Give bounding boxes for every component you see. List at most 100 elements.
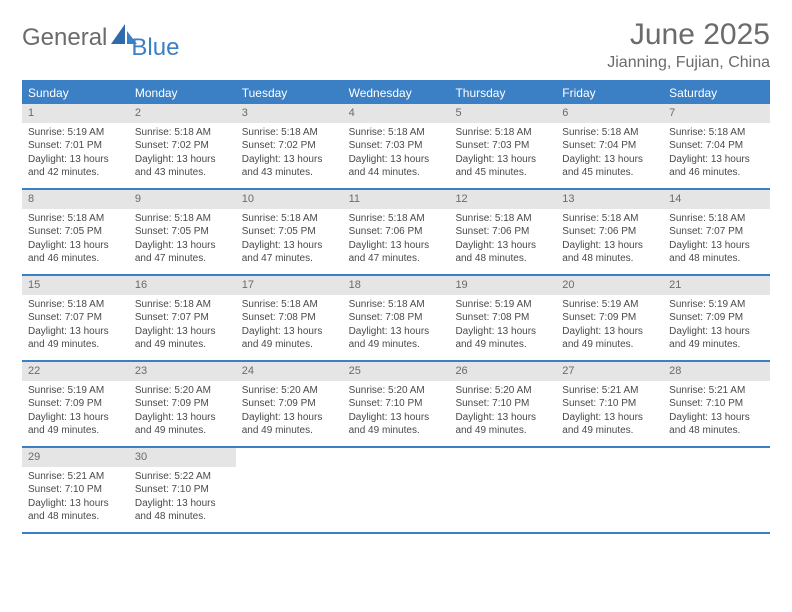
calendar-cell: 24Sunrise: 5:20 AMSunset: 7:09 PMDayligh… [236,362,343,446]
daylight-line: Daylight: 13 hours and 49 minutes. [28,411,123,438]
daylight-line: Daylight: 13 hours and 47 minutes. [242,239,337,266]
sunset-line: Sunset: 7:05 PM [242,225,337,239]
day-body: Sunrise: 5:21 AMSunset: 7:10 PMDaylight:… [22,467,129,530]
sunset-line: Sunset: 7:08 PM [242,311,337,325]
calendar-cell: 21Sunrise: 5:19 AMSunset: 7:09 PMDayligh… [663,276,770,360]
calendar-cell: 22Sunrise: 5:19 AMSunset: 7:09 PMDayligh… [22,362,129,446]
calendar-body: 1Sunrise: 5:19 AMSunset: 7:01 PMDaylight… [22,104,770,532]
sunrise-line: Sunrise: 5:21 AM [669,384,764,398]
day-body: Sunrise: 5:21 AMSunset: 7:10 PMDaylight:… [556,381,663,444]
logo-text-1: General [22,24,107,52]
day-body: Sunrise: 5:20 AMSunset: 7:09 PMDaylight:… [236,381,343,444]
sunrise-line: Sunrise: 5:18 AM [242,126,337,140]
calendar-cell: 8Sunrise: 5:18 AMSunset: 7:05 PMDaylight… [22,190,129,274]
day-header: Thursday [449,82,556,104]
day-body: Sunrise: 5:19 AMSunset: 7:08 PMDaylight:… [449,295,556,358]
day-number: 28 [663,362,770,381]
calendar-cell: 3Sunrise: 5:18 AMSunset: 7:02 PMDaylight… [236,104,343,188]
sunrise-line: Sunrise: 5:18 AM [28,298,123,312]
sunset-line: Sunset: 7:01 PM [28,139,123,153]
daylight-line: Daylight: 13 hours and 49 minutes. [455,325,550,352]
sunset-line: Sunset: 7:09 PM [28,397,123,411]
location: Jianning, Fujian, China [607,54,770,72]
daylight-line: Daylight: 13 hours and 49 minutes. [562,411,657,438]
day-body: Sunrise: 5:18 AMSunset: 7:07 PMDaylight:… [663,209,770,272]
daylight-line: Daylight: 13 hours and 49 minutes. [135,411,230,438]
sunset-line: Sunset: 7:03 PM [455,139,550,153]
sunrise-line: Sunrise: 5:18 AM [349,212,444,226]
daylight-line: Daylight: 13 hours and 47 minutes. [135,239,230,266]
day-body: Sunrise: 5:19 AMSunset: 7:09 PMDaylight:… [556,295,663,358]
day-number: 18 [343,276,450,295]
sunrise-line: Sunrise: 5:20 AM [455,384,550,398]
sunset-line: Sunset: 7:07 PM [28,311,123,325]
day-body: Sunrise: 5:18 AMSunset: 7:05 PMDaylight:… [236,209,343,272]
day-header: Saturday [663,82,770,104]
daylight-line: Daylight: 13 hours and 49 minutes. [242,411,337,438]
day-number: 5 [449,104,556,123]
sunset-line: Sunset: 7:09 PM [669,311,764,325]
day-number: 15 [22,276,129,295]
day-number: 6 [556,104,663,123]
calendar-week: 29Sunrise: 5:21 AMSunset: 7:10 PMDayligh… [22,446,770,532]
calendar-cell: 9Sunrise: 5:18 AMSunset: 7:05 PMDaylight… [129,190,236,274]
calendar-week: 15Sunrise: 5:18 AMSunset: 7:07 PMDayligh… [22,274,770,360]
day-number: 4 [343,104,450,123]
calendar-cell: 19Sunrise: 5:19 AMSunset: 7:08 PMDayligh… [449,276,556,360]
day-header: Sunday [22,82,129,104]
sunset-line: Sunset: 7:10 PM [669,397,764,411]
day-body: Sunrise: 5:21 AMSunset: 7:10 PMDaylight:… [663,381,770,444]
day-body: Sunrise: 5:19 AMSunset: 7:01 PMDaylight:… [22,123,129,186]
sunrise-line: Sunrise: 5:19 AM [669,298,764,312]
day-body: Sunrise: 5:18 AMSunset: 7:02 PMDaylight:… [236,123,343,186]
day-number: 10 [236,190,343,209]
day-number: 17 [236,276,343,295]
calendar-cell: 6Sunrise: 5:18 AMSunset: 7:04 PMDaylight… [556,104,663,188]
day-body: Sunrise: 5:18 AMSunset: 7:03 PMDaylight:… [449,123,556,186]
sunset-line: Sunset: 7:10 PM [455,397,550,411]
sunrise-line: Sunrise: 5:18 AM [669,126,764,140]
daylight-line: Daylight: 13 hours and 48 minutes. [28,497,123,524]
sunset-line: Sunset: 7:07 PM [135,311,230,325]
calendar-cell: 7Sunrise: 5:18 AMSunset: 7:04 PMDaylight… [663,104,770,188]
day-header: Monday [129,82,236,104]
calendar-cell: 2Sunrise: 5:18 AMSunset: 7:02 PMDaylight… [129,104,236,188]
calendar-cell: 25Sunrise: 5:20 AMSunset: 7:10 PMDayligh… [343,362,450,446]
sunrise-line: Sunrise: 5:18 AM [28,212,123,226]
sunrise-line: Sunrise: 5:20 AM [349,384,444,398]
calendar-cell-empty: .. [236,448,343,532]
sunset-line: Sunset: 7:03 PM [349,139,444,153]
day-body: Sunrise: 5:18 AMSunset: 7:06 PMDaylight:… [556,209,663,272]
sunrise-line: Sunrise: 5:18 AM [455,126,550,140]
daylight-line: Daylight: 13 hours and 49 minutes. [562,325,657,352]
calendar-week: 22Sunrise: 5:19 AMSunset: 7:09 PMDayligh… [22,360,770,446]
sunrise-line: Sunrise: 5:18 AM [455,212,550,226]
day-number: 9 [129,190,236,209]
calendar-week: 1Sunrise: 5:19 AMSunset: 7:01 PMDaylight… [22,104,770,188]
day-body: Sunrise: 5:18 AMSunset: 7:05 PMDaylight:… [22,209,129,272]
sunrise-line: Sunrise: 5:18 AM [669,212,764,226]
day-number: 11 [343,190,450,209]
sunrise-line: Sunrise: 5:18 AM [349,298,444,312]
day-body: Sunrise: 5:18 AMSunset: 7:07 PMDaylight:… [129,295,236,358]
calendar-cell: 29Sunrise: 5:21 AMSunset: 7:10 PMDayligh… [22,448,129,532]
day-body: Sunrise: 5:19 AMSunset: 7:09 PMDaylight:… [22,381,129,444]
day-number: 19 [449,276,556,295]
daylight-line: Daylight: 13 hours and 48 minutes. [455,239,550,266]
day-number: 20 [556,276,663,295]
calendar-cell: 17Sunrise: 5:18 AMSunset: 7:08 PMDayligh… [236,276,343,360]
day-number: 12 [449,190,556,209]
sunrise-line: Sunrise: 5:18 AM [562,212,657,226]
day-body: Sunrise: 5:18 AMSunset: 7:02 PMDaylight:… [129,123,236,186]
daylight-line: Daylight: 13 hours and 48 minutes. [669,411,764,438]
day-body: Sunrise: 5:18 AMSunset: 7:03 PMDaylight:… [343,123,450,186]
day-header: Friday [556,82,663,104]
calendar-cell: 4Sunrise: 5:18 AMSunset: 7:03 PMDaylight… [343,104,450,188]
daylight-line: Daylight: 13 hours and 43 minutes. [135,153,230,180]
sunrise-line: Sunrise: 5:21 AM [28,470,123,484]
page-header: General Blue June 2025 Jianning, Fujian,… [22,18,770,72]
calendar-cell: 20Sunrise: 5:19 AMSunset: 7:09 PMDayligh… [556,276,663,360]
sunrise-line: Sunrise: 5:18 AM [349,126,444,140]
logo: General Blue [22,24,189,52]
day-number: 24 [236,362,343,381]
